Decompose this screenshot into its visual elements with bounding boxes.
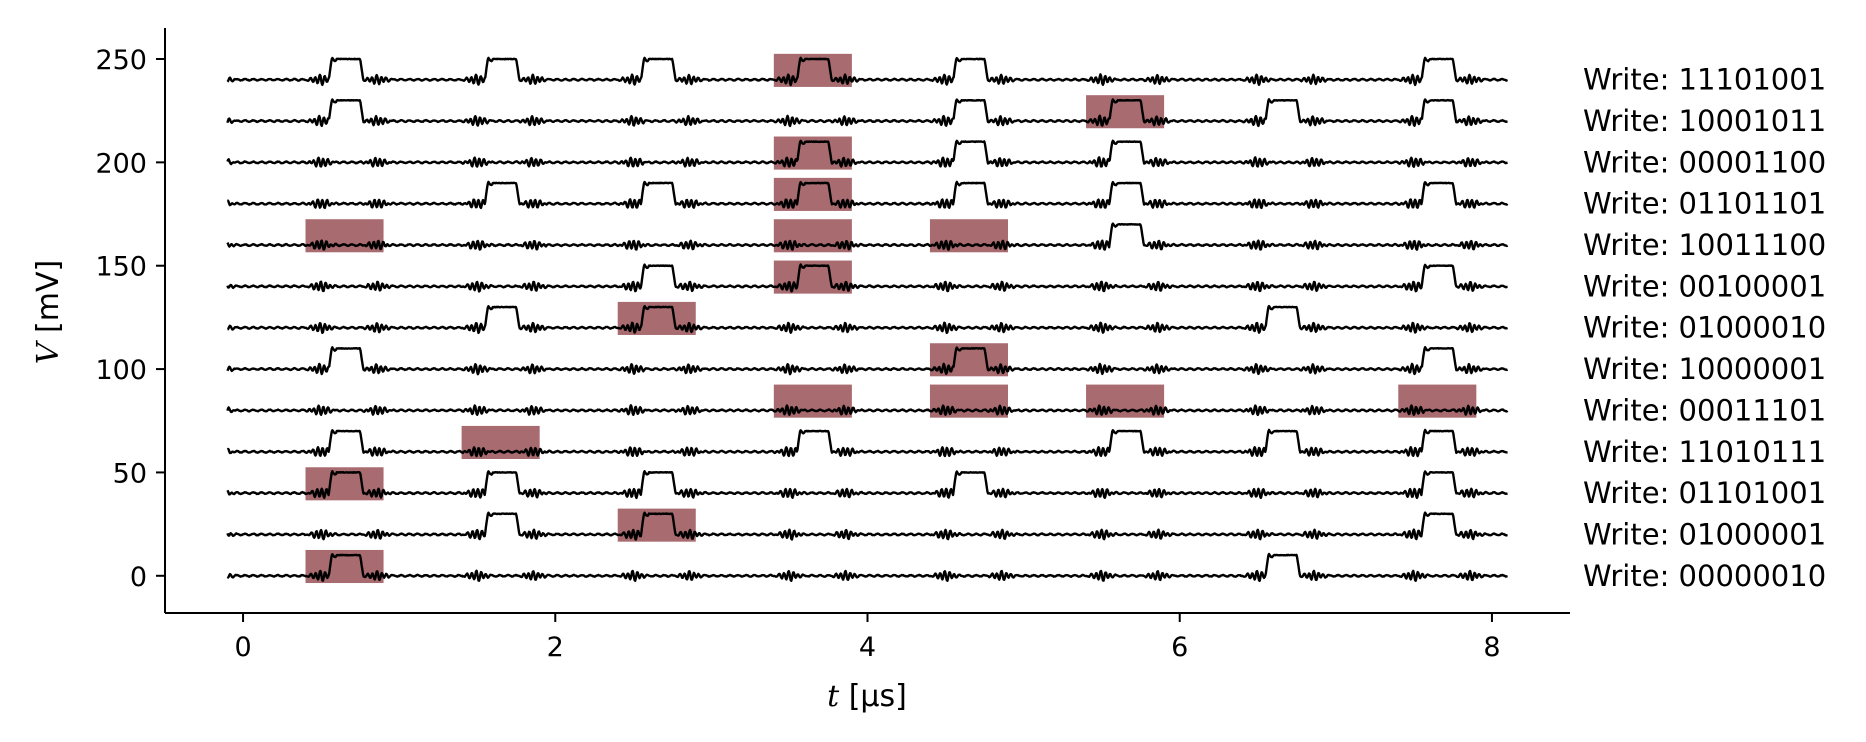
voltage-trace <box>226 222 1509 251</box>
voltage-trace <box>226 263 1509 293</box>
trace-group <box>226 384 1509 418</box>
trace-group <box>226 508 1509 542</box>
voltage-trace <box>226 56 1509 87</box>
voltage-trace <box>226 404 1509 417</box>
y-tick-label-0: 0 <box>130 562 147 593</box>
y-axis-unit: [mV] <box>31 260 66 343</box>
x-tick-label-6: 6 <box>1171 632 1188 663</box>
write-label: Write: 00100001 <box>1583 269 1826 303</box>
x-axis-symbol: t <box>827 679 840 714</box>
trace-group <box>226 219 1509 253</box>
trace-group <box>226 301 1509 335</box>
voltage-trace <box>226 304 1509 335</box>
write-label: Write: 00001100 <box>1583 145 1826 179</box>
write-label: Write: 01101001 <box>1583 476 1826 510</box>
highlight-box <box>773 384 852 418</box>
x-tick-label-8: 8 <box>1483 632 1500 663</box>
write-label: Write: 11101001 <box>1583 63 1826 97</box>
write-label: Write: 11010111 <box>1583 435 1826 469</box>
ticks: 0 2 4 6 8 0 50 100 150 200 250 <box>95 45 1500 663</box>
write-label: Write: 10011100 <box>1583 228 1826 262</box>
y-tick-label-200: 200 <box>95 148 147 179</box>
highlight-box <box>929 384 1008 418</box>
voltage-trace <box>226 139 1509 168</box>
trace-group <box>226 177 1509 211</box>
trace-group <box>226 53 1509 87</box>
y-axis-symbol: V <box>31 339 66 364</box>
write-label: Write: 10001011 <box>1583 104 1826 138</box>
trace-group <box>226 467 1509 501</box>
write-label: Write: 10000001 <box>1583 352 1826 386</box>
plot-area <box>226 53 1509 584</box>
x-tick-label-2: 2 <box>547 632 564 663</box>
write-labels: Write: 11101001 Write: 10001011 Write: 000… <box>1583 63 1826 593</box>
y-tick-label-150: 150 <box>95 252 147 283</box>
highlight-box <box>1398 384 1477 418</box>
write-label: Write: 01000001 <box>1583 517 1826 551</box>
write-label: Write: 00000010 <box>1583 559 1826 593</box>
x-axis-unit: [μs] <box>839 679 907 714</box>
trace-group <box>226 260 1509 294</box>
x-tick-label-4: 4 <box>859 632 876 663</box>
y-tick-label-100: 100 <box>95 355 147 386</box>
voltage-trace <box>226 428 1509 458</box>
write-label: Write: 00011101 <box>1583 393 1826 427</box>
voltage-trace <box>226 98 1509 128</box>
voltage-trace <box>226 511 1509 541</box>
voltage-trace <box>226 470 1509 500</box>
trace-group <box>226 136 1509 170</box>
trace-group <box>226 343 1509 377</box>
y-axis-title: V [mV] <box>31 260 66 364</box>
x-tick-label-0: 0 <box>234 632 251 663</box>
y-tick-label-250: 250 <box>95 45 147 76</box>
voltage-trace <box>226 345 1509 376</box>
highlight-box <box>1086 384 1165 418</box>
voltage-trace <box>226 180 1509 210</box>
x-axis-title: t [μs] <box>827 679 907 714</box>
voltage-trace <box>226 552 1509 583</box>
trace-group <box>226 549 1509 584</box>
trace-group <box>226 95 1509 129</box>
write-label: Write: 01000010 <box>1583 311 1826 345</box>
write-label: Write: 01101101 <box>1583 187 1826 221</box>
trace-group <box>226 425 1509 459</box>
y-tick-label-50: 50 <box>113 458 147 489</box>
